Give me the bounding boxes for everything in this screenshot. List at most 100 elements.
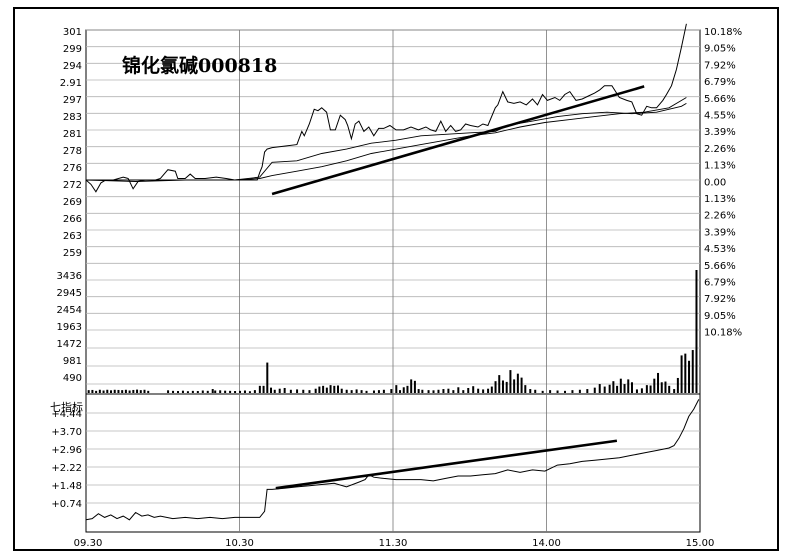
- indicator-tick-label: +1.48: [51, 481, 82, 492]
- volume-bar: [487, 388, 490, 393]
- left-tick-label: 2.91: [60, 78, 82, 89]
- volume-bar: [283, 387, 286, 393]
- volume-bar: [399, 390, 402, 393]
- volume-bars: [87, 270, 698, 393]
- volume-tick-label: 1963: [57, 322, 82, 333]
- volume-bar: [616, 385, 619, 393]
- volume-bar: [372, 390, 375, 393]
- volume-bar: [688, 360, 691, 393]
- volume-bar: [598, 384, 601, 393]
- volume-bar: [128, 390, 131, 393]
- volume-bar: [442, 389, 445, 393]
- volume-bar: [593, 387, 596, 393]
- volume-bar: [462, 390, 465, 393]
- right-tick-label: 4.55%: [704, 111, 736, 122]
- volume-bar: [258, 385, 261, 393]
- volume-bar: [219, 390, 222, 393]
- volume-tick-label: 490: [63, 373, 82, 384]
- volume-bar: [136, 389, 139, 393]
- volume-bar: [191, 390, 194, 393]
- indicator-label: 七指标: [50, 400, 83, 414]
- right-tick-label: 4.53%: [704, 244, 736, 255]
- volume-bar: [113, 389, 116, 393]
- volume-bar: [98, 389, 101, 393]
- left-tick-label: 301: [63, 27, 82, 38]
- volume-bar: [494, 381, 497, 393]
- right-tick-label: 6.79%: [704, 77, 736, 88]
- left-tick-label: 263: [63, 231, 82, 242]
- volume-bar: [513, 379, 516, 393]
- left-tick-label: 283: [63, 112, 82, 123]
- right-tick-label: 9.05%: [704, 311, 736, 322]
- volume-bar: [660, 382, 663, 393]
- series-price-line: [85, 23, 687, 193]
- left-tick-label: 299: [63, 44, 82, 55]
- volume-bar: [406, 385, 409, 393]
- indicator-tick-label: +2.96: [51, 445, 82, 456]
- volume-bar: [360, 390, 363, 393]
- volume-bar: [509, 370, 512, 393]
- volume-bar: [333, 385, 336, 393]
- right-tick-label: 0.00: [704, 177, 726, 188]
- volume-bar: [673, 389, 676, 393]
- volume-bar: [421, 389, 424, 393]
- volume-bar: [505, 381, 508, 393]
- right-tick-label: 3.39%: [704, 127, 736, 138]
- volume-bar: [229, 390, 232, 393]
- indicator-lines: [85, 399, 700, 521]
- right-tick-label: 7.92%: [704, 294, 736, 305]
- volume-bar: [196, 391, 199, 393]
- volume-bar: [586, 389, 589, 393]
- right-tick-label: 7.92%: [704, 60, 736, 71]
- volume-bar: [273, 389, 276, 393]
- left-tick-label: 297: [63, 95, 82, 106]
- volume-bar: [289, 389, 292, 393]
- volume-bar: [417, 389, 420, 393]
- left-tick-label: 259: [63, 248, 82, 259]
- price-trendline: [271, 85, 645, 196]
- volume-bar: [676, 377, 679, 393]
- volume-bar: [172, 390, 175, 393]
- volume-bar: [214, 390, 217, 393]
- volume-bar: [501, 380, 504, 393]
- volume-bar: [541, 390, 544, 393]
- volume-bar: [139, 390, 142, 393]
- volume-bar: [337, 385, 340, 393]
- left-tick-label: 269: [63, 197, 82, 208]
- indicator-tick-label: +2.22: [51, 463, 82, 474]
- volume-bar: [143, 389, 146, 393]
- left-tick-label: 294: [63, 61, 82, 72]
- volume-bar: [266, 362, 269, 393]
- volume-bar: [121, 390, 124, 393]
- volume-bar: [132, 389, 135, 393]
- x-axis: 09.30 10.30 11.30 14.00 15.00: [74, 538, 715, 549]
- volume-bar: [619, 378, 622, 393]
- volume-bar: [91, 389, 94, 393]
- indicator-tick-label: +4.44: [51, 409, 82, 420]
- volume-bar: [382, 389, 385, 393]
- x-tick-label: 15.00: [686, 538, 715, 549]
- volume-bar: [410, 379, 413, 393]
- right-tick-label: 1.13%: [704, 194, 736, 205]
- left-tick-label: 272: [63, 180, 82, 191]
- volume-bar: [390, 389, 393, 393]
- volume-bar: [340, 388, 343, 393]
- volume-bar: [520, 377, 523, 393]
- volume-bar: [457, 387, 460, 393]
- volume-bar: [472, 386, 475, 393]
- volume-tick-label: 2454: [57, 305, 82, 316]
- volume-bar: [102, 390, 105, 393]
- volume-bar: [325, 387, 328, 393]
- right-tick-label: 6.79%: [704, 278, 736, 289]
- volume-tick-label: 1472: [57, 339, 82, 350]
- volume-bar: [432, 390, 435, 393]
- volume-bar: [498, 375, 501, 393]
- volume-bar: [201, 390, 204, 393]
- volume-bar: [680, 355, 683, 393]
- indicator-tick-label: +0.74: [51, 499, 82, 510]
- left-tick-label: 278: [63, 146, 82, 157]
- volume-bar: [167, 390, 170, 393]
- volume-bar: [467, 387, 470, 393]
- volume-bar: [314, 388, 317, 393]
- price-lines: [85, 23, 687, 196]
